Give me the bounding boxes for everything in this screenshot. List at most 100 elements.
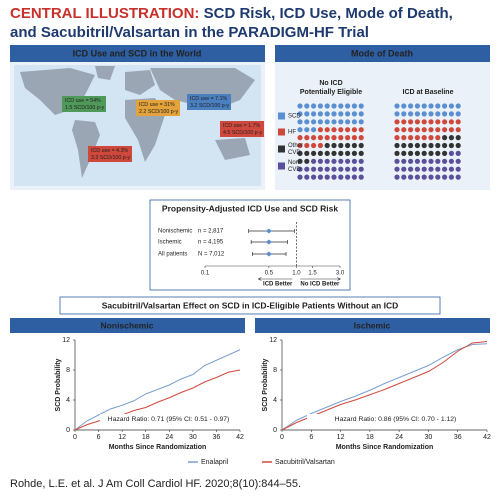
dot bbox=[324, 158, 330, 164]
dot bbox=[304, 111, 310, 117]
x-axis-label: Months Since Randomization bbox=[336, 444, 434, 451]
dot bbox=[304, 150, 310, 156]
dot-group bbox=[394, 135, 461, 156]
dot-group bbox=[394, 150, 461, 180]
legend-label: Non bbox=[288, 160, 299, 166]
dot bbox=[455, 103, 461, 109]
dot bbox=[304, 174, 310, 180]
legend-swatch bbox=[278, 112, 285, 120]
dot bbox=[345, 158, 351, 164]
dot bbox=[297, 111, 303, 117]
y-tick-label: 8 bbox=[273, 367, 277, 374]
dot bbox=[428, 166, 434, 172]
y-tick-label: 0 bbox=[66, 427, 70, 434]
series-line bbox=[281, 343, 488, 431]
dot bbox=[304, 103, 310, 109]
dot bbox=[455, 174, 461, 180]
dot bbox=[311, 135, 317, 141]
dot bbox=[331, 119, 337, 125]
dot bbox=[324, 119, 330, 125]
dot bbox=[331, 111, 337, 117]
x-tick-label: 30 bbox=[189, 434, 197, 441]
dot bbox=[435, 119, 441, 125]
legend-label: Enalapril bbox=[201, 459, 229, 466]
dot bbox=[455, 135, 461, 141]
dot bbox=[401, 158, 407, 164]
dot bbox=[324, 135, 330, 141]
callout-text: ICD use = 4.3% bbox=[91, 148, 129, 154]
dot bbox=[455, 142, 461, 149]
x-tick-label: 12 bbox=[118, 434, 126, 441]
dot bbox=[448, 111, 454, 117]
x-tick-label: 42 bbox=[236, 434, 244, 441]
dot bbox=[358, 166, 364, 172]
dot bbox=[448, 150, 454, 156]
dot bbox=[311, 119, 317, 125]
panel-header bbox=[10, 318, 245, 333]
y-tick-label: 12 bbox=[62, 337, 70, 344]
dot bbox=[358, 103, 364, 109]
callout-text: 1.5 SCD/100 p-y bbox=[65, 105, 105, 111]
dot bbox=[331, 150, 337, 156]
column-header: Potentially Eligible bbox=[300, 89, 362, 96]
dot bbox=[401, 103, 407, 109]
callout-box bbox=[88, 146, 132, 162]
dot bbox=[442, 135, 448, 141]
dot bbox=[414, 119, 420, 125]
dot bbox=[338, 111, 344, 117]
dot bbox=[351, 150, 357, 156]
annotation-bg bbox=[100, 414, 237, 424]
dot bbox=[408, 111, 414, 117]
dot bbox=[394, 111, 400, 117]
dot bbox=[317, 166, 323, 172]
dot bbox=[351, 158, 357, 164]
dot bbox=[324, 111, 330, 117]
callout-text: ICD use = 54% bbox=[65, 98, 101, 104]
dot bbox=[331, 158, 337, 164]
x-tick-label: 0.5 bbox=[265, 271, 274, 277]
dot bbox=[338, 142, 344, 149]
dot bbox=[414, 158, 420, 164]
dot bbox=[297, 127, 303, 133]
dot bbox=[408, 150, 414, 156]
x-tick-label: 24 bbox=[395, 434, 403, 441]
dot bbox=[448, 166, 454, 172]
dot bbox=[345, 127, 351, 133]
dot bbox=[442, 119, 448, 125]
dot bbox=[358, 135, 364, 141]
dot bbox=[331, 142, 337, 149]
km-title: Sacubitril/Valsartan Effect on SCD in IC… bbox=[102, 300, 399, 310]
legend-swatch bbox=[278, 128, 285, 136]
dot bbox=[311, 127, 317, 133]
callout-text: ICD use = 1.7% bbox=[223, 123, 261, 129]
dot bbox=[351, 119, 357, 125]
dot bbox=[331, 103, 337, 109]
dot bbox=[297, 119, 303, 125]
dot bbox=[324, 166, 330, 172]
dot bbox=[297, 150, 303, 156]
callout-text: ICD use = 31% bbox=[139, 102, 175, 108]
dot bbox=[394, 166, 400, 172]
right-label: No ICD Better bbox=[300, 282, 340, 288]
dot bbox=[421, 127, 427, 133]
dot bbox=[394, 142, 400, 149]
dot bbox=[414, 103, 420, 109]
dot bbox=[428, 174, 434, 180]
dot bbox=[442, 103, 448, 109]
dot bbox=[394, 158, 400, 164]
dot bbox=[455, 111, 461, 117]
dot bbox=[421, 158, 427, 164]
x-tick-label: 18 bbox=[142, 434, 150, 441]
dot bbox=[338, 127, 344, 133]
dot bbox=[338, 103, 344, 109]
dot bbox=[421, 150, 427, 156]
dot bbox=[401, 142, 407, 149]
dot bbox=[435, 166, 441, 172]
dot bbox=[448, 127, 454, 133]
dot bbox=[435, 127, 441, 133]
y-tick-label: 4 bbox=[66, 397, 70, 404]
dot bbox=[428, 150, 434, 156]
header-title: SCD Risk, ICD Use, Mode of Death, and Sa… bbox=[10, 5, 453, 41]
dot bbox=[421, 111, 427, 117]
row-n: n = 2,817 bbox=[198, 229, 224, 235]
